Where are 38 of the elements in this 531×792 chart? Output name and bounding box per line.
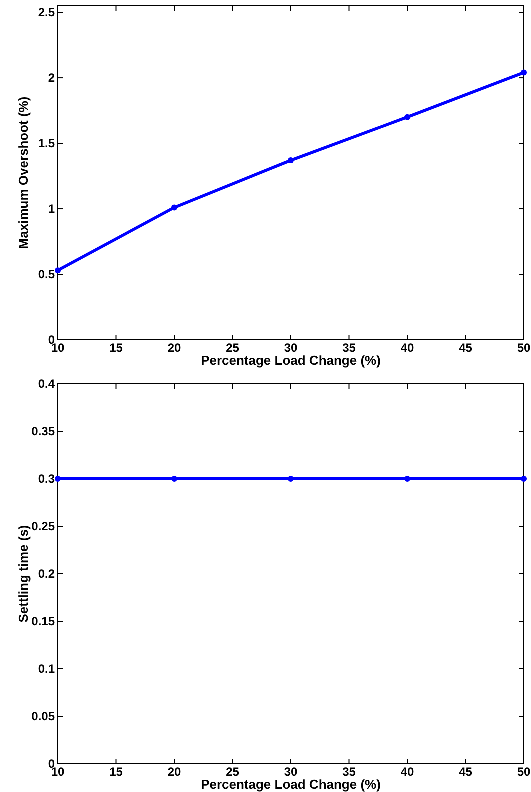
y-tick-label: 2.5	[38, 6, 56, 20]
x-tick-label: 30	[284, 765, 298, 779]
x-tick-label: 15	[110, 765, 124, 779]
y-tick-label: 2	[48, 71, 56, 86]
x-tick-label: 35	[342, 765, 356, 779]
y-tick-label: 0.1	[38, 662, 56, 676]
y-tick-label: 1.5	[38, 136, 56, 151]
y-tick-label: 0.2	[38, 567, 56, 581]
x-tick-label: 30	[284, 341, 298, 355]
x-axis-title: Percentage Load Change (%)	[201, 353, 381, 368]
y-tick-label: 0.05	[32, 710, 56, 724]
y-tick-label: 0.25	[32, 520, 56, 534]
x-tick-label: 40	[400, 341, 414, 355]
y-tick-label: 0.4	[38, 377, 56, 391]
point	[288, 158, 294, 164]
y-tick-label: 0.5	[38, 268, 56, 282]
point	[55, 268, 61, 274]
y-axis-title: Maximum Overshoot (%)	[16, 96, 31, 250]
x-axis-title: Percentage Load Change (%)	[201, 777, 381, 792]
x-tick-label: 25	[226, 341, 240, 355]
x-tick-label: 35	[342, 341, 356, 355]
x-tick-label: 20	[168, 341, 182, 355]
x-tick-label: 50	[517, 765, 531, 779]
x-tick-label: 15	[110, 341, 124, 355]
point	[172, 204, 178, 211]
x-tick-label: 40	[400, 765, 414, 779]
point	[521, 70, 527, 76]
y-tick-label: 0.35	[32, 424, 56, 438]
y-tick-label: 1	[48, 202, 56, 216]
y-tick-label: 0.15	[32, 614, 56, 628]
x-tick-label: 45	[459, 765, 473, 779]
x-tick-label: 45	[459, 341, 473, 355]
x-tick-label: 25	[226, 765, 240, 779]
point	[404, 114, 410, 120]
y-axis-title: Settling time (s)	[16, 525, 31, 623]
x-tick-label: 50	[517, 341, 531, 355]
x-tick-label: 20	[168, 765, 182, 779]
y-tick-label: 0.3	[38, 472, 56, 486]
